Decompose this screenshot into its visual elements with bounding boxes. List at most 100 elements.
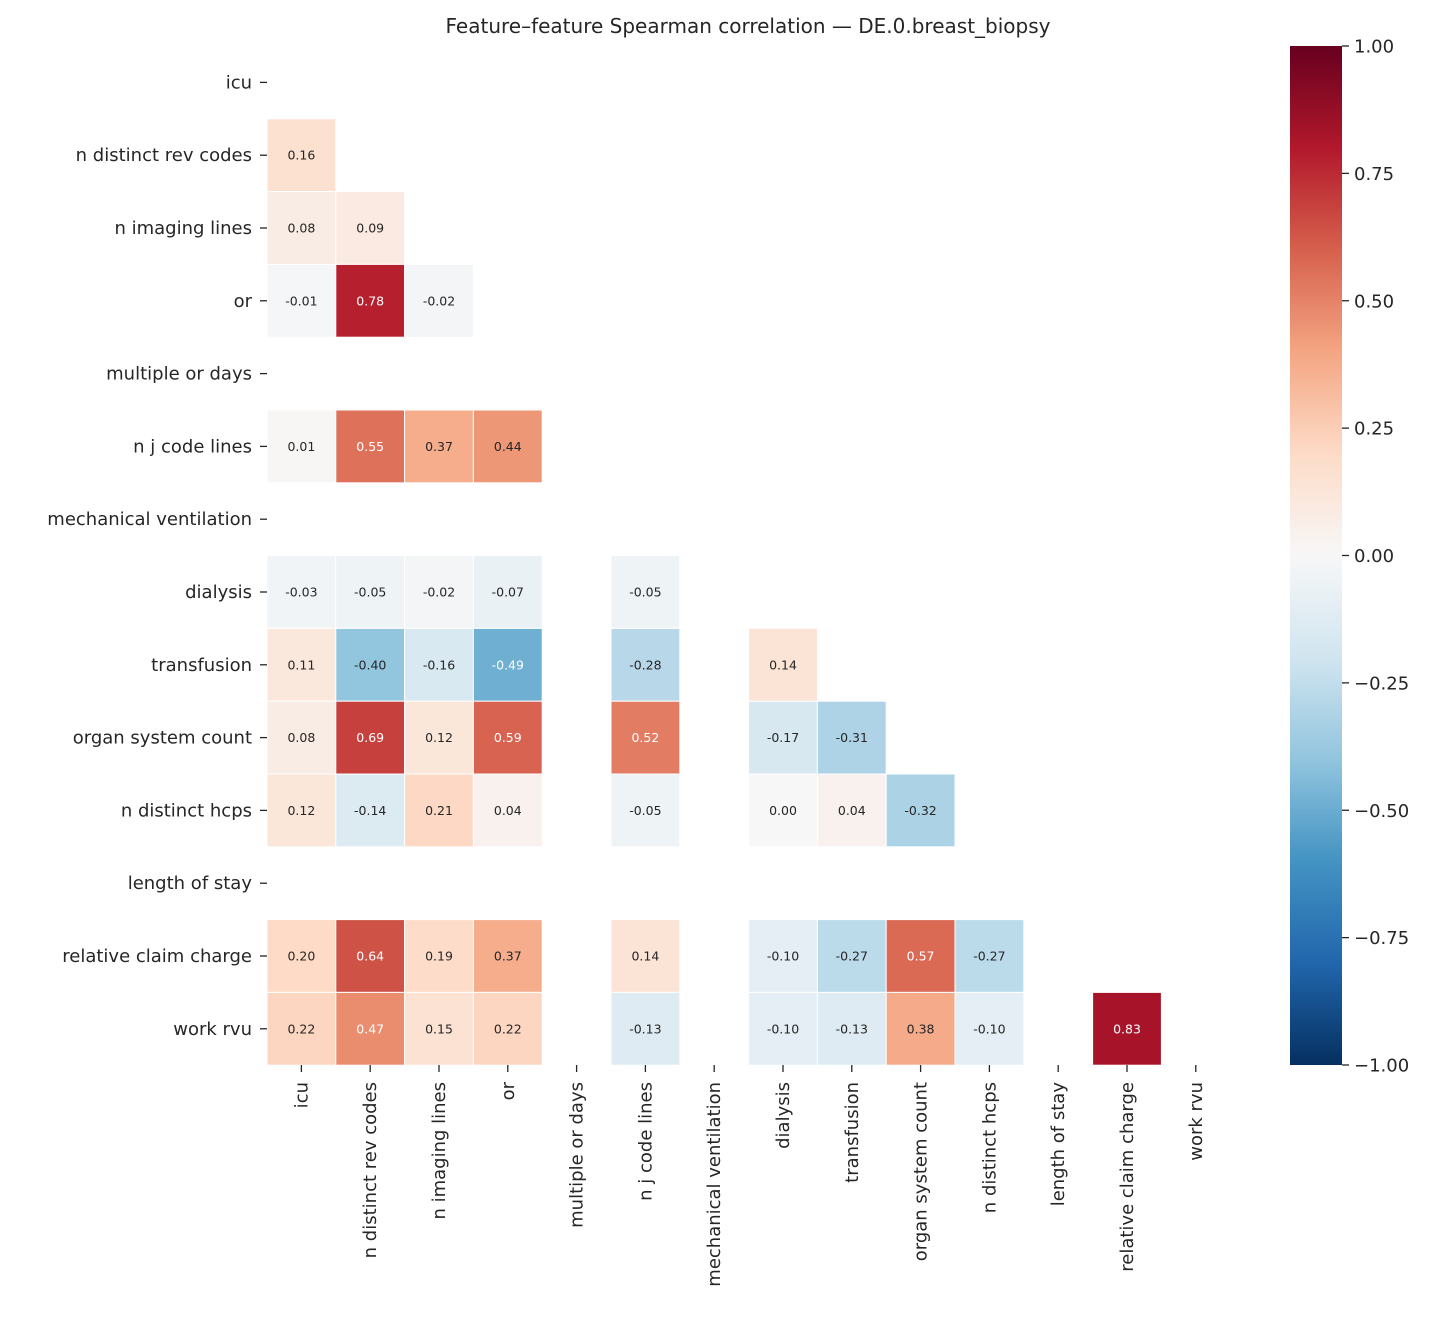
cell-value-label: -0.03 xyxy=(285,585,317,600)
x-axis-labels: icu n distinct rev codes n imaging lines or… xyxy=(291,1065,1207,1287)
cell-value-label: 0.38 xyxy=(907,1021,935,1036)
heatmap-cell xyxy=(266,409,337,484)
cell-value-label: -0.32 xyxy=(904,803,936,818)
y-tick-label: n imaging lines xyxy=(114,218,252,239)
heatmap-cell xyxy=(335,627,406,702)
colorbar-tick-label: 0.00 xyxy=(1354,546,1394,567)
heatmap-cell xyxy=(266,118,337,193)
heatmap-cell xyxy=(472,409,543,484)
heatmap-cell xyxy=(335,409,406,484)
cell-value-label: 0.52 xyxy=(631,730,659,745)
y-tick-label: icu xyxy=(226,72,252,93)
heatmap-cell xyxy=(335,919,406,993)
heatmap-cell xyxy=(472,555,543,629)
heatmap-cells: 0.16 0.08 0.09 -0.01 0.78 -0.02 0.01 0.55 0.37 0.… xyxy=(266,118,1162,1066)
cell-value-label: -0.10 xyxy=(767,949,799,964)
heatmap-cell xyxy=(1092,991,1162,1066)
x-tick-label: icu xyxy=(291,1082,312,1108)
heatmap-cell xyxy=(472,773,543,848)
y-tick-label: relative claim charge xyxy=(62,946,252,967)
heatmap-cell xyxy=(266,773,337,848)
colorbar-tick-label: −0.50 xyxy=(1354,801,1409,822)
heatmap-cell xyxy=(404,919,474,993)
cell-value-label: -0.10 xyxy=(767,1021,799,1036)
cell-value-label: 0.14 xyxy=(769,657,797,672)
x-tick-label: n distinct hcps xyxy=(979,1082,1000,1213)
heatmap-cell xyxy=(748,627,818,702)
cell-value-label: 0.19 xyxy=(425,949,453,964)
x-tick-label: work rvu xyxy=(1186,1082,1207,1161)
cell-value-label: -0.31 xyxy=(836,730,868,745)
cell-value-label: -0.17 xyxy=(767,730,799,745)
x-tick-label: dialysis xyxy=(773,1082,794,1149)
heatmap-cell xyxy=(748,773,818,848)
cell-value-label: -0.01 xyxy=(285,293,317,308)
heatmap-cell xyxy=(472,627,543,702)
heatmap-cell xyxy=(266,191,337,265)
cell-value-label: -0.13 xyxy=(629,1021,661,1036)
x-tick-label: length of stay xyxy=(1048,1082,1069,1207)
heatmap-cell xyxy=(748,991,818,1066)
x-tick-label: mechanical ventilation xyxy=(704,1082,725,1287)
cell-value-label: 0.22 xyxy=(494,1021,522,1036)
colorbar-tick-label: −1.00 xyxy=(1354,1056,1409,1077)
cell-value-label: -0.05 xyxy=(354,585,386,600)
y-tick-label: dialysis xyxy=(185,582,252,603)
cell-value-label: 0.20 xyxy=(287,949,315,964)
heatmap-cell xyxy=(404,263,474,338)
cell-value-label: -0.05 xyxy=(629,803,661,818)
heatmap-cell xyxy=(610,773,681,848)
heatmap-cell xyxy=(816,700,887,775)
cell-value-label: 0.44 xyxy=(494,439,522,454)
cell-value-label: -0.27 xyxy=(973,949,1005,964)
y-axis-labels: icu n distinct rev codes n imaging lines or… xyxy=(47,72,267,1040)
colorbar xyxy=(1290,46,1342,1065)
colorbar-tick-label: −0.25 xyxy=(1354,673,1409,694)
x-tick-label: n imaging lines xyxy=(429,1082,450,1220)
cell-value-label: -0.02 xyxy=(423,293,455,308)
x-tick-label: relative claim charge xyxy=(1117,1082,1138,1272)
cell-value-label: 0.04 xyxy=(494,803,522,818)
cell-value-label: 0.16 xyxy=(287,148,315,163)
heatmap-cell xyxy=(266,263,337,338)
x-tick-label: n j code lines xyxy=(635,1082,656,1201)
cell-value-label: 0.21 xyxy=(425,803,453,818)
cell-value-label: -0.02 xyxy=(423,585,455,600)
colorbar-tick-label: −0.75 xyxy=(1354,928,1409,949)
heatmap-cell xyxy=(816,919,887,993)
heatmap-cell xyxy=(610,627,681,702)
cell-value-label: -0.14 xyxy=(354,803,386,818)
y-tick-label: work rvu xyxy=(173,1019,252,1040)
cell-value-label: 0.08 xyxy=(287,221,315,236)
y-tick-label: transfusion xyxy=(151,655,252,676)
cell-value-label: 0.11 xyxy=(287,657,315,672)
heatmap-cell xyxy=(335,263,406,338)
cell-value-label: 0.64 xyxy=(356,949,384,964)
y-tick-label: mechanical ventilation xyxy=(47,509,252,530)
heatmap-cell xyxy=(472,700,543,775)
heatmap-cell xyxy=(748,919,818,993)
cell-value-label: 0.00 xyxy=(769,803,797,818)
cell-value-label: -0.49 xyxy=(492,657,524,672)
heatmap-cell xyxy=(610,700,681,775)
y-tick-label: length of stay xyxy=(128,873,253,894)
colorbar-tick-label: 0.75 xyxy=(1354,164,1394,185)
y-tick-label: n j code lines xyxy=(133,436,252,457)
colorbar-tick-label: 0.50 xyxy=(1354,291,1394,312)
cell-value-label: -0.13 xyxy=(836,1021,868,1036)
cell-value-label: 0.55 xyxy=(356,439,384,454)
cell-value-label: 0.22 xyxy=(287,1021,315,1036)
cell-value-label: 0.69 xyxy=(356,730,384,745)
x-tick-label: organ system count xyxy=(911,1082,932,1261)
cell-value-label: 0.47 xyxy=(356,1021,384,1036)
heatmap-cell xyxy=(748,700,818,775)
x-tick-label: or xyxy=(498,1081,519,1100)
heatmap-cell xyxy=(816,773,887,848)
cell-value-label: 0.37 xyxy=(494,949,522,964)
cell-value-label: 0.14 xyxy=(631,949,659,964)
heatmap-cell xyxy=(335,991,406,1066)
cell-value-label: 0.59 xyxy=(494,730,522,745)
cell-value-label: 0.12 xyxy=(287,803,315,818)
cell-value-label: -0.16 xyxy=(423,657,455,672)
